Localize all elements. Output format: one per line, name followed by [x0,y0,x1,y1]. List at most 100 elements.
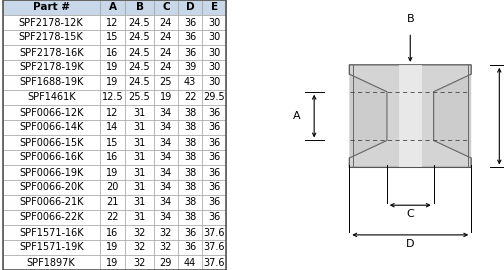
Bar [125,30,154,45]
Bar [202,150,226,165]
Text: 12: 12 [106,107,119,117]
Bar [100,240,125,255]
Bar [178,225,202,240]
Bar [100,165,125,180]
Bar [154,90,178,105]
Bar [3,180,100,195]
Text: 25: 25 [160,77,172,87]
Bar [100,120,125,135]
Bar [3,225,100,240]
Bar [125,225,154,240]
Text: 30: 30 [208,48,220,58]
Text: SPF1571-16K: SPF1571-16K [19,228,84,238]
Bar [3,195,100,210]
Bar [178,255,202,270]
Text: 38: 38 [184,167,196,177]
Bar [125,135,154,150]
Bar [100,0,125,15]
Text: 31: 31 [134,137,146,147]
Text: 31: 31 [134,167,146,177]
Bar [3,240,100,255]
Bar [202,120,226,135]
Text: 38: 38 [184,183,196,193]
Text: 36: 36 [184,242,196,252]
Text: 34: 34 [160,167,172,177]
Bar [154,255,178,270]
Bar [154,120,178,135]
Text: 34: 34 [160,123,172,133]
Bar [178,180,202,195]
Bar [178,105,202,120]
Text: SPF0066-22K: SPF0066-22K [19,212,84,222]
Text: 14: 14 [106,123,119,133]
Text: A: A [292,111,300,121]
Bar [178,240,202,255]
Text: SPF0066-15K: SPF0066-15K [19,137,84,147]
Bar [154,105,178,120]
Text: 21: 21 [106,197,119,208]
Bar [178,195,202,210]
Bar [202,180,226,195]
Text: 19: 19 [106,62,119,73]
Text: SPF0066-19K: SPF0066-19K [19,167,84,177]
Text: 22: 22 [106,212,119,222]
Text: 36: 36 [184,32,196,42]
Text: 38: 38 [184,197,196,208]
Text: SPF1688-19K: SPF1688-19K [19,77,84,87]
Bar [202,30,226,45]
Text: SPF0066-12K: SPF0066-12K [19,107,84,117]
Text: 29: 29 [160,258,172,268]
Text: 34: 34 [160,153,172,163]
Bar [202,165,226,180]
Bar [125,180,154,195]
Bar [100,90,125,105]
Text: 36: 36 [208,167,220,177]
Bar [202,135,226,150]
Text: 36: 36 [208,137,220,147]
Bar [154,195,178,210]
Bar [100,135,125,150]
Text: 36: 36 [184,228,196,238]
Bar [3,75,100,90]
Text: 38: 38 [184,123,196,133]
Bar [100,60,125,75]
Bar [125,255,154,270]
Bar [202,60,226,75]
Text: 37.6: 37.6 [204,258,225,268]
Bar [100,15,125,30]
Text: D: D [406,239,414,249]
Bar [202,75,226,90]
Bar [3,30,100,45]
Text: SPF0066-16K: SPF0066-16K [19,153,84,163]
Bar [154,240,178,255]
Text: 12: 12 [106,18,119,28]
Text: 15: 15 [106,32,119,42]
Text: SPF0066-14K: SPF0066-14K [19,123,84,133]
Text: 32: 32 [134,258,146,268]
Text: B: B [136,2,144,12]
Bar [202,105,226,120]
Text: SPF2178-15K: SPF2178-15K [19,32,84,42]
Text: 30: 30 [208,18,220,28]
Bar [3,255,100,270]
Text: 38: 38 [184,153,196,163]
Text: B: B [406,14,414,24]
Bar [3,165,100,180]
Bar [178,165,202,180]
Bar [178,60,202,75]
Text: 24.5: 24.5 [129,77,150,87]
Text: 36: 36 [208,183,220,193]
Bar [3,120,100,135]
Text: 38: 38 [184,212,196,222]
Bar [202,225,226,240]
Bar [100,195,125,210]
Bar [125,0,154,15]
Bar [3,150,100,165]
Text: 24: 24 [160,18,172,28]
Bar [100,30,125,45]
Text: 36: 36 [184,48,196,58]
Text: SPF1461K: SPF1461K [27,93,76,103]
Bar [154,75,178,90]
Bar [202,240,226,255]
Bar [3,210,100,225]
